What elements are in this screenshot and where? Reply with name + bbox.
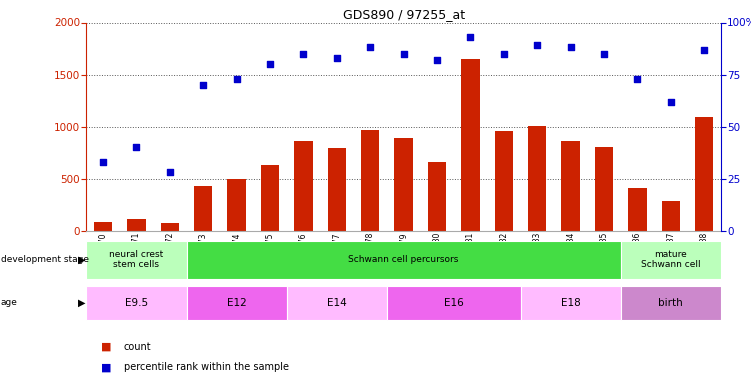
Bar: [528, 126, 547, 231]
Bar: [394, 138, 413, 231]
Point: [331, 55, 343, 61]
Bar: [662, 201, 680, 231]
Bar: [228, 178, 246, 231]
Point: [198, 82, 210, 88]
Bar: [194, 186, 213, 231]
Text: ▶: ▶: [78, 255, 86, 265]
Bar: [86, 286, 186, 320]
Bar: [621, 241, 721, 279]
Bar: [428, 162, 446, 231]
Bar: [94, 222, 112, 231]
Text: neural crest
stem cells: neural crest stem cells: [110, 250, 164, 269]
Text: age: age: [1, 298, 17, 307]
Bar: [186, 286, 287, 320]
Point: [464, 34, 476, 40]
Text: E18: E18: [561, 298, 581, 308]
Bar: [461, 59, 480, 231]
Point: [665, 99, 677, 105]
Bar: [161, 224, 179, 231]
Text: E12: E12: [227, 298, 246, 308]
Bar: [520, 286, 621, 320]
Text: ■: ■: [101, 342, 112, 352]
Point: [698, 46, 710, 53]
Bar: [695, 117, 713, 231]
Text: ▶: ▶: [78, 298, 86, 308]
Point: [397, 51, 409, 57]
Bar: [261, 165, 279, 231]
Bar: [629, 188, 647, 231]
Point: [498, 51, 510, 57]
Bar: [327, 148, 346, 231]
Bar: [495, 131, 513, 231]
Text: E16: E16: [444, 298, 463, 308]
Point: [431, 57, 443, 63]
Bar: [294, 141, 312, 231]
Bar: [621, 286, 721, 320]
Bar: [127, 219, 146, 231]
Text: mature
Schwann cell: mature Schwann cell: [641, 250, 701, 269]
Text: Schwann cell percursors: Schwann cell percursors: [348, 255, 459, 264]
Text: development stage: development stage: [1, 255, 89, 264]
Point: [598, 51, 610, 57]
Bar: [361, 130, 379, 231]
Text: E14: E14: [327, 298, 347, 308]
Bar: [287, 286, 387, 320]
Point: [97, 159, 109, 165]
Title: GDS890 / 97255_at: GDS890 / 97255_at: [342, 8, 465, 21]
Text: count: count: [124, 342, 152, 352]
Point: [565, 45, 577, 51]
Bar: [387, 286, 520, 320]
Bar: [595, 147, 614, 231]
Bar: [186, 241, 621, 279]
Point: [531, 42, 543, 48]
Point: [231, 76, 243, 82]
Point: [297, 51, 309, 57]
Text: percentile rank within the sample: percentile rank within the sample: [124, 363, 289, 372]
Text: E9.5: E9.5: [125, 298, 148, 308]
Text: ■: ■: [101, 363, 112, 372]
Point: [364, 45, 376, 51]
Point: [264, 61, 276, 67]
Bar: [86, 241, 186, 279]
Point: [632, 76, 644, 82]
Text: birth: birth: [659, 298, 683, 308]
Point: [164, 170, 176, 176]
Bar: [562, 141, 580, 231]
Point: [131, 144, 143, 150]
